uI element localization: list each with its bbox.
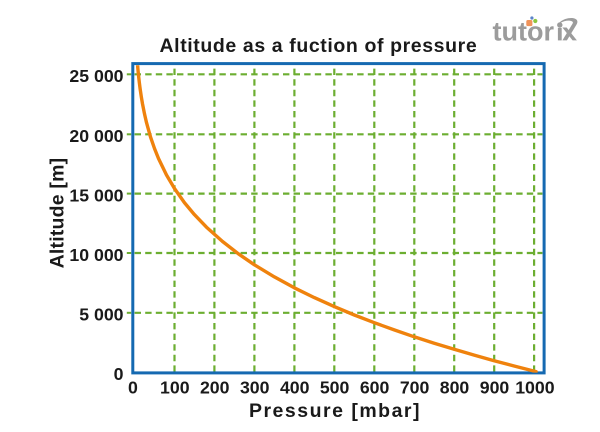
svg-text:1000: 1000 <box>515 377 555 397</box>
svg-text:400: 400 <box>280 377 310 397</box>
svg-text:0: 0 <box>114 364 124 384</box>
svg-text:10 000: 10 000 <box>69 245 123 265</box>
svg-text:25 000: 25 000 <box>69 66 123 86</box>
svg-text:500: 500 <box>320 377 350 397</box>
svg-text:20 000: 20 000 <box>69 126 123 146</box>
svg-text:800: 800 <box>440 377 470 397</box>
svg-text:200: 200 <box>200 377 230 397</box>
svg-text:15 000: 15 000 <box>69 185 123 205</box>
svg-text:100: 100 <box>160 377 190 397</box>
svg-text:Altitude [m]: Altitude [m] <box>47 158 69 269</box>
svg-text:Pressure [mbar]: Pressure [mbar] <box>249 400 421 422</box>
svg-text:900: 900 <box>480 377 510 397</box>
svg-text:tutor: tutor <box>493 17 555 47</box>
svg-text:300: 300 <box>240 377 270 397</box>
svg-text:700: 700 <box>400 377 430 397</box>
svg-text:5 000: 5 000 <box>79 305 123 325</box>
svg-text:0: 0 <box>128 377 138 397</box>
svg-text:Altitude as a fuction of press: Altitude as a fuction of pressure <box>160 35 478 57</box>
svg-text:600: 600 <box>360 377 390 397</box>
